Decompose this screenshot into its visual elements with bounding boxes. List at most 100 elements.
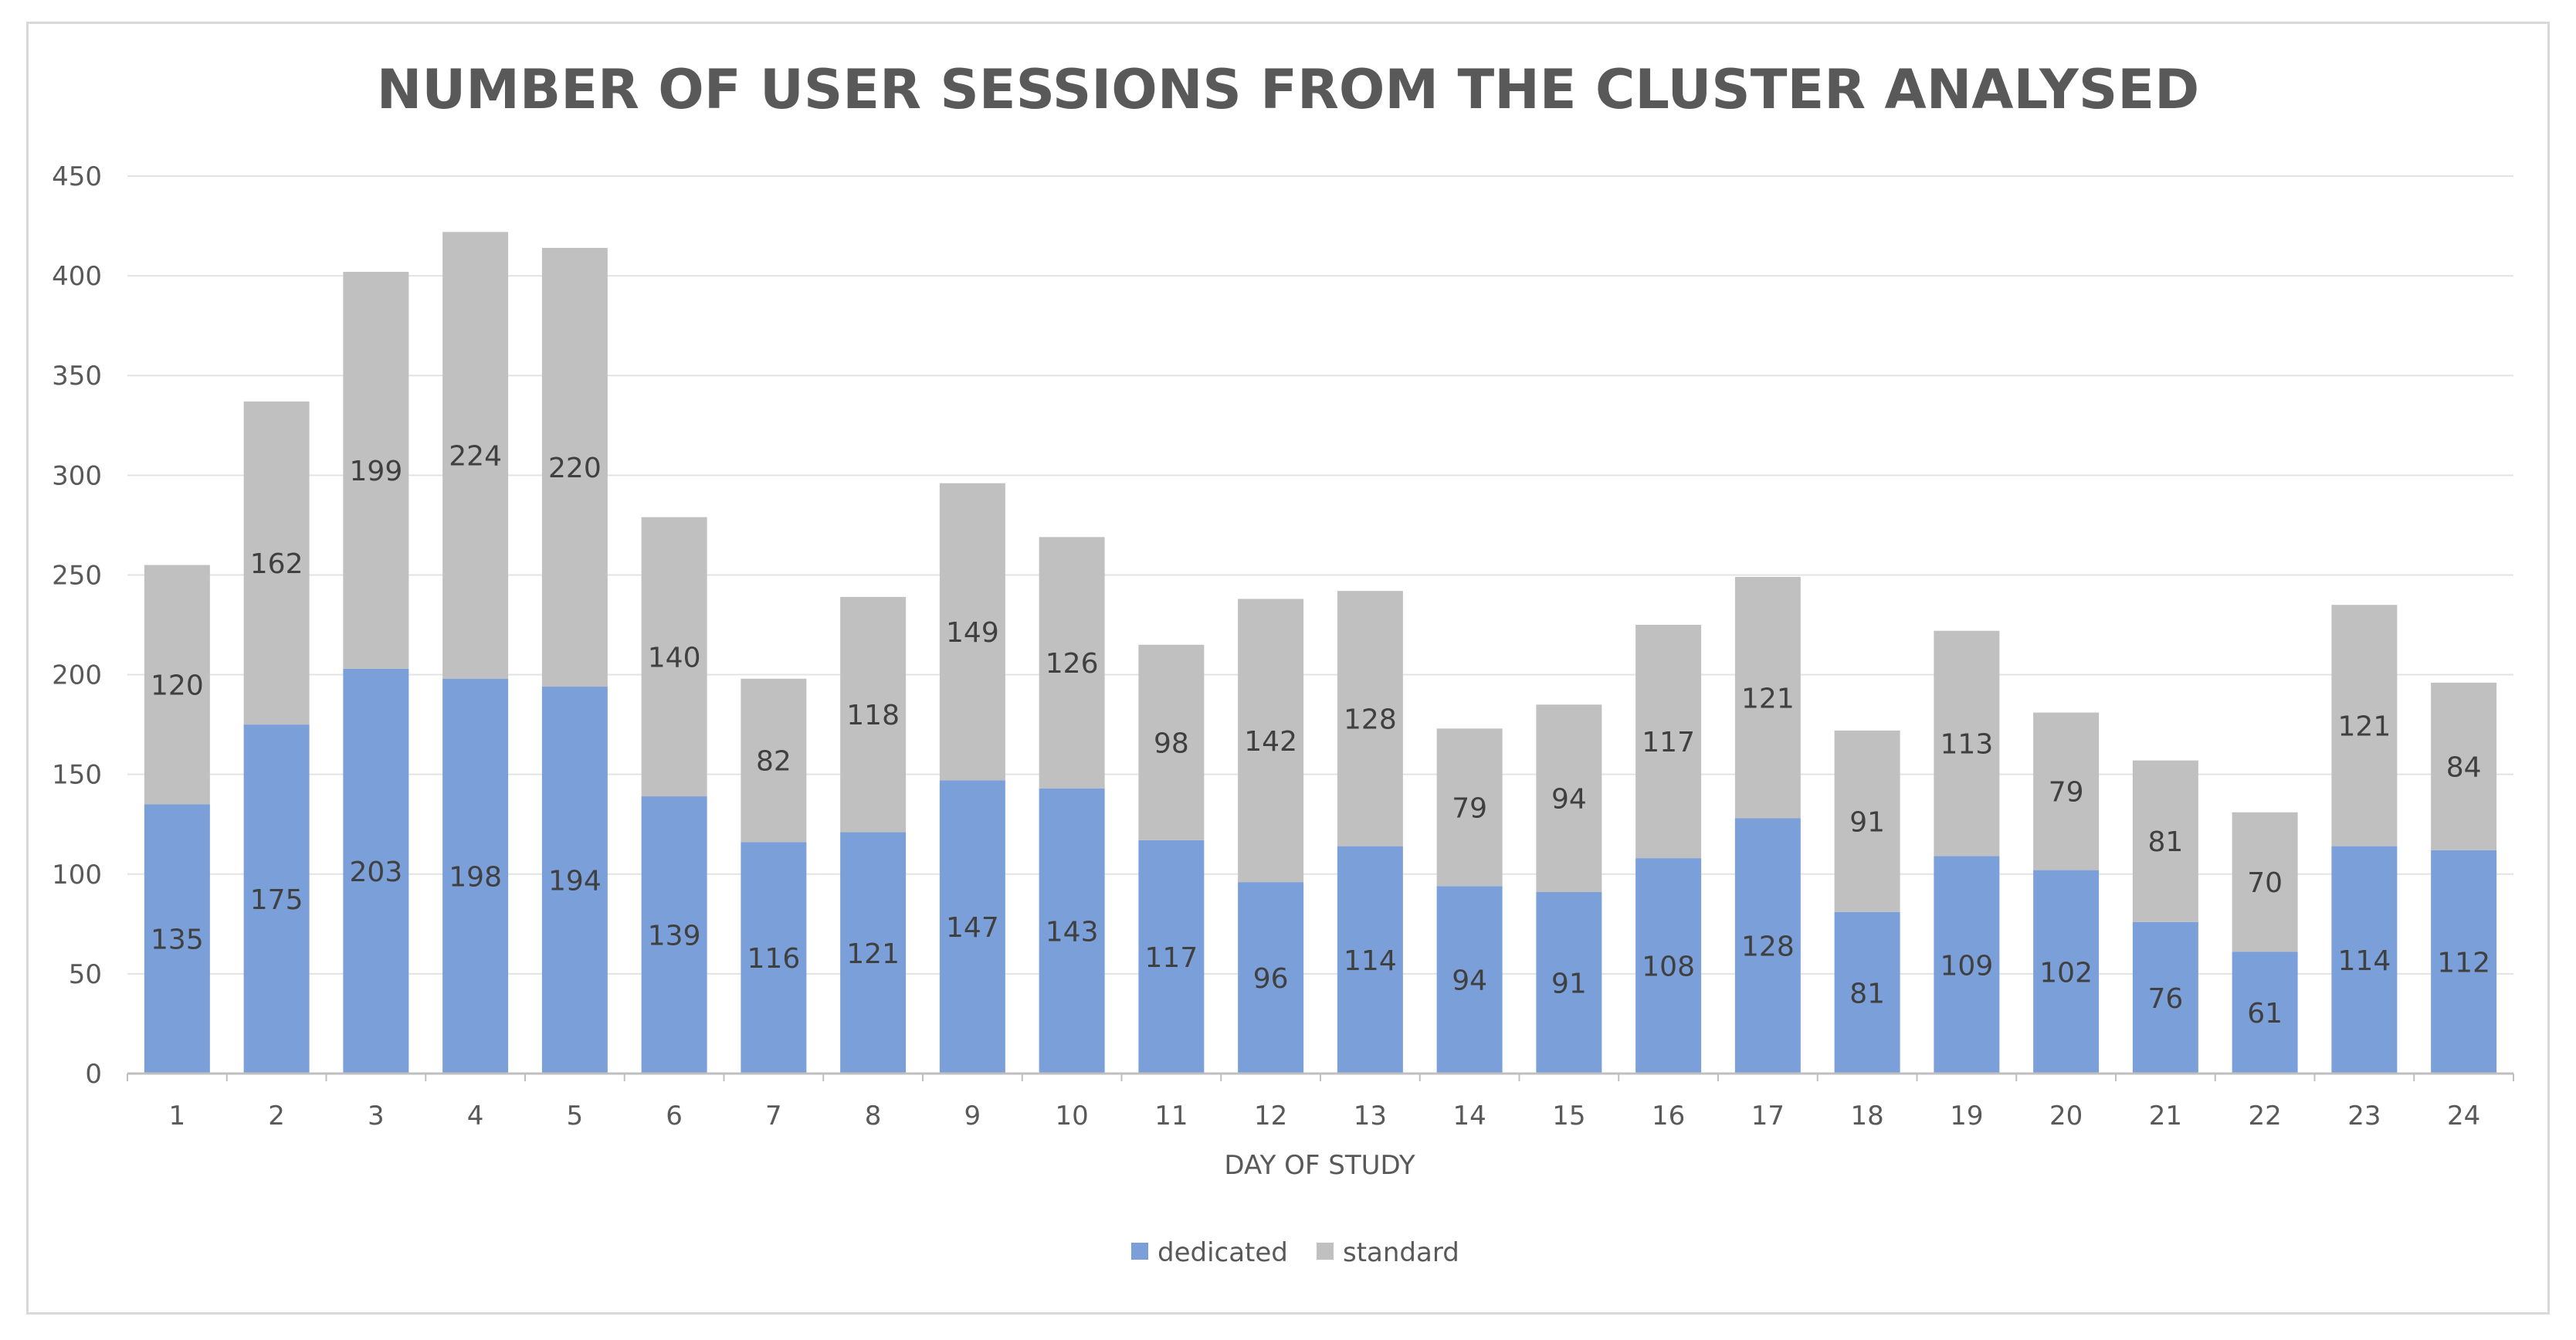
legend-label-standard: standard — [1343, 1237, 1459, 1268]
data-label-standard: 79 — [2049, 777, 2084, 809]
data-label-standard: 82 — [756, 746, 791, 778]
bar-standard-day-8 — [840, 596, 907, 833]
data-label-dedicated: 147 — [946, 912, 999, 944]
y-tick-label: 100 — [52, 860, 102, 891]
bar-standard-day-15 — [1536, 704, 1602, 893]
data-label-standard: 94 — [1551, 784, 1587, 816]
data-label-standard: 84 — [2446, 751, 2482, 783]
bars — [144, 232, 2497, 1074]
data-label-standard: 162 — [250, 548, 303, 580]
chart-title: NUMBER OF USER SESSIONS FROM THE CLUSTER… — [377, 58, 2199, 121]
y-tick-label: 300 — [52, 460, 102, 491]
bar-standard-day-1 — [144, 565, 210, 805]
data-label-dedicated: 139 — [648, 921, 701, 952]
bar-dedicated-day-16 — [1635, 858, 1702, 1074]
x-tick-label: 5 — [567, 1101, 584, 1131]
data-label-standard: 220 — [548, 453, 602, 484]
bar-standard-day-17 — [1734, 577, 1801, 819]
x-tick-label: 22 — [2248, 1101, 2281, 1131]
y-tick-label: 400 — [52, 261, 102, 292]
x-tick-label: 21 — [2149, 1101, 2182, 1131]
data-label-dedicated: 116 — [747, 943, 801, 975]
bar-dedicated-day-21 — [2132, 921, 2198, 1074]
data-label-standard: 199 — [350, 456, 403, 487]
y-tick-label: 0 — [85, 1059, 102, 1090]
data-label-dedicated: 114 — [1344, 945, 1397, 977]
bar-standard-day-16 — [1635, 625, 1702, 859]
bar-standard-day-9 — [939, 483, 1005, 781]
data-label-dedicated: 112 — [2437, 947, 2490, 979]
x-tick-label: 24 — [2447, 1101, 2480, 1131]
x-tick-label: 20 — [2049, 1101, 2083, 1131]
bar-dedicated-day-8 — [840, 832, 907, 1074]
bar-dedicated-day-3 — [343, 668, 409, 1074]
x-tick-label: 3 — [368, 1101, 385, 1131]
bar-standard-day-7 — [741, 678, 807, 843]
y-tick-label: 150 — [52, 760, 102, 791]
bar-standard-day-4 — [442, 232, 509, 679]
bar-standard-day-11 — [1138, 644, 1205, 840]
bar-standard-day-10 — [1039, 537, 1105, 789]
x-tick-label: 4 — [467, 1101, 484, 1131]
y-tick-label: 200 — [52, 660, 102, 691]
data-label-standard: 79 — [1452, 792, 1487, 824]
bar-standard-day-2 — [243, 401, 310, 725]
data-label-standard: 121 — [1741, 683, 1795, 714]
legend: dedicated standard — [1131, 1237, 1459, 1268]
data-label-dedicated: 61 — [2247, 998, 2283, 1030]
data-label-standard: 98 — [1154, 728, 1189, 759]
data-label-dedicated: 128 — [1741, 931, 1795, 963]
bar-standard-day-21 — [2132, 760, 2198, 922]
bar-standard-day-19 — [1934, 630, 2000, 857]
bar-standard-day-18 — [1834, 730, 1900, 912]
bar-dedicated-day-6 — [641, 796, 707, 1074]
data-label-standard: 120 — [151, 670, 204, 701]
x-tick-label: 18 — [1850, 1101, 1883, 1131]
x-tick-label: 15 — [1552, 1101, 1585, 1131]
x-tick-label: 16 — [1652, 1101, 1685, 1131]
data-label-dedicated: 203 — [350, 857, 403, 888]
legend-swatch-standard — [1317, 1243, 1334, 1260]
gridlines — [127, 175, 2513, 975]
bar-dedicated-day-12 — [1238, 882, 1304, 1074]
x-tick-label: 14 — [1452, 1101, 1486, 1131]
x-tick-label: 8 — [865, 1101, 882, 1131]
bar-dedicated-day-4 — [442, 678, 509, 1074]
bar-dedicated-day-18 — [1834, 911, 1900, 1074]
bar-standard-day-3 — [343, 271, 409, 669]
bar-dedicated-day-19 — [1934, 856, 2000, 1074]
x-tick-label: 9 — [964, 1101, 981, 1131]
y-tick-label: 250 — [52, 560, 102, 591]
y-tick-label: 450 — [52, 161, 102, 192]
data-label-standard: 224 — [449, 441, 502, 473]
bar-standard-day-22 — [2232, 812, 2298, 952]
bar-dedicated-day-9 — [939, 780, 1005, 1074]
bar-standard-day-6 — [641, 517, 707, 797]
y-tick-label: 350 — [52, 361, 102, 392]
data-label-standard: 140 — [648, 642, 701, 673]
legend-swatch-dedicated — [1131, 1243, 1148, 1260]
bar-dedicated-day-11 — [1138, 840, 1205, 1074]
bar-dedicated-day-15 — [1536, 892, 1602, 1074]
data-label-standard: 118 — [846, 700, 900, 731]
data-label-standard: 126 — [1046, 648, 1099, 680]
bar-dedicated-day-1 — [144, 804, 210, 1074]
data-label-standard: 81 — [2147, 826, 2183, 858]
data-label-dedicated: 108 — [1642, 952, 1695, 983]
bar-standard-day-20 — [2033, 712, 2100, 870]
data-label-dedicated: 81 — [1849, 978, 1885, 1009]
data-label-dedicated: 114 — [2338, 945, 2391, 977]
data-label-dedicated: 121 — [846, 938, 900, 970]
x-tick-label: 13 — [1354, 1101, 1387, 1131]
data-label-standard: 91 — [1849, 806, 1885, 838]
bar-dedicated-day-7 — [741, 842, 807, 1074]
data-label-standard: 128 — [1344, 704, 1397, 735]
data-label-dedicated: 194 — [548, 866, 602, 897]
bar-standard-day-13 — [1337, 591, 1403, 846]
data-label-dedicated: 143 — [1046, 916, 1099, 948]
bar-dedicated-day-22 — [2232, 952, 2298, 1074]
data-label-standard: 121 — [2338, 711, 2391, 742]
bar-standard-day-14 — [1436, 728, 1503, 887]
data-label-dedicated: 76 — [2147, 983, 2183, 1015]
